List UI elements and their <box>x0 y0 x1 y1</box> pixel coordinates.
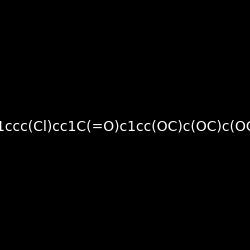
Text: Nc1ccc(Cl)cc1C(=O)c1cc(OC)c(OC)c(OC)c1: Nc1ccc(Cl)cc1C(=O)c1cc(OC)c(OC)c(OC)c1 <box>0 119 250 133</box>
